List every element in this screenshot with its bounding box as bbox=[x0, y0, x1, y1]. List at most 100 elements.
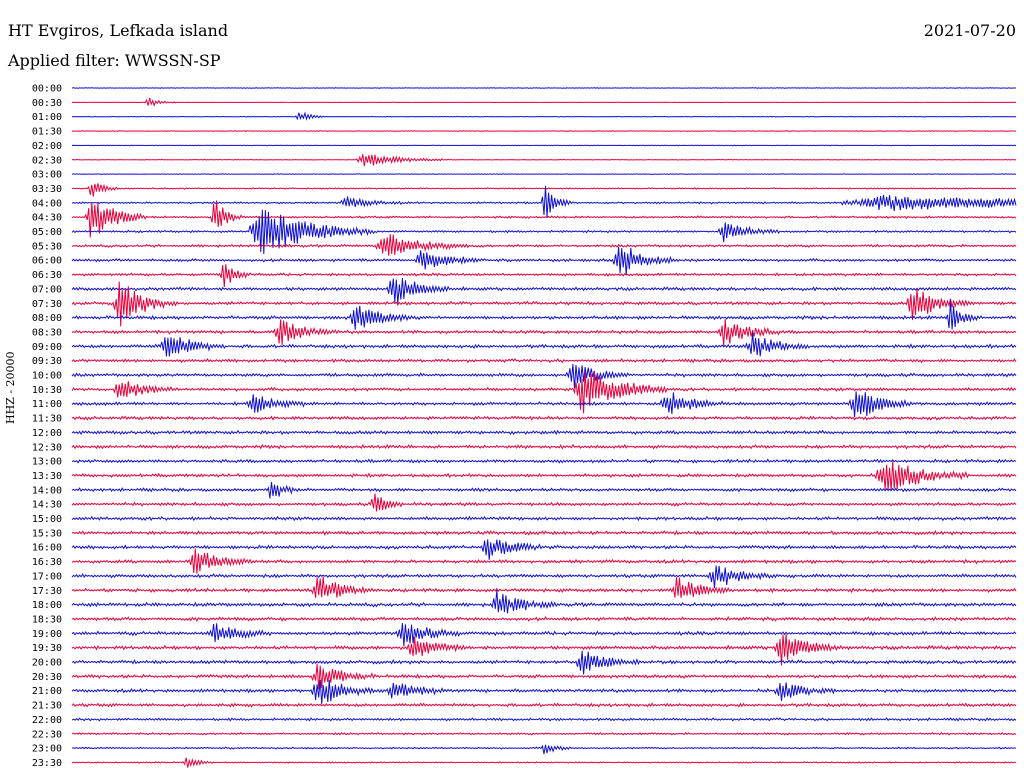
time-tick-label: 09:00 bbox=[32, 342, 62, 353]
trace-lines bbox=[71, 87, 1017, 768]
trace-line bbox=[71, 173, 1017, 176]
trace-line bbox=[71, 622, 1017, 647]
trace-line bbox=[71, 757, 1017, 768]
trace-line bbox=[71, 548, 1017, 574]
time-tick-label: 16:00 bbox=[32, 543, 62, 554]
trace-line bbox=[71, 539, 1017, 560]
trace-line bbox=[71, 589, 1017, 614]
trace-line bbox=[71, 332, 1017, 357]
time-tick-label: 05:30 bbox=[32, 241, 62, 252]
time-tick-label: 13:00 bbox=[32, 457, 62, 468]
trace-line bbox=[71, 458, 1017, 464]
trace-line bbox=[71, 429, 1017, 436]
trace-line bbox=[71, 576, 1017, 598]
trace-line bbox=[71, 650, 1017, 675]
time-tick-label: 05:00 bbox=[32, 227, 62, 238]
trace-line bbox=[71, 111, 1017, 121]
time-tick-label: 14:30 bbox=[32, 500, 62, 511]
station-title: HT Evgiros, Lefkada island bbox=[8, 21, 229, 40]
time-tick-label: 10:00 bbox=[32, 371, 62, 382]
trace-line bbox=[71, 663, 1017, 690]
trace-line bbox=[71, 154, 1017, 167]
trace-line bbox=[71, 97, 1017, 107]
trace-line bbox=[71, 515, 1017, 522]
date-label: 2021-07-20 bbox=[923, 21, 1016, 40]
time-tick-label: 14:00 bbox=[32, 485, 62, 496]
time-tick-label: 06:00 bbox=[32, 256, 62, 267]
time-tick-label: 08:00 bbox=[32, 313, 62, 324]
time-tick-label: 21:30 bbox=[32, 701, 62, 712]
trace-line bbox=[71, 529, 1017, 536]
time-tick-label: 13:30 bbox=[32, 471, 62, 482]
trace-line bbox=[71, 415, 1017, 421]
time-tick-label: 09:30 bbox=[32, 356, 62, 367]
time-tick-label: 20:00 bbox=[32, 658, 62, 669]
trace-line bbox=[71, 744, 1017, 755]
time-tick-label: 22:00 bbox=[32, 715, 62, 726]
trace-line bbox=[71, 481, 1017, 499]
trace-line bbox=[71, 679, 1017, 705]
trace-line bbox=[71, 87, 1017, 89]
trace-line bbox=[71, 183, 1017, 197]
time-tick-label: 12:30 bbox=[32, 442, 62, 453]
trace-line bbox=[71, 144, 1017, 147]
trace-line bbox=[71, 185, 1017, 218]
time-tick-label: 19:30 bbox=[32, 643, 62, 654]
trace-line bbox=[71, 300, 1017, 330]
trace-line bbox=[71, 731, 1017, 736]
trace-line bbox=[71, 702, 1017, 708]
time-tick-label: 01:30 bbox=[32, 127, 62, 138]
trace-line bbox=[71, 633, 1017, 666]
time-tick-label: 15:00 bbox=[32, 514, 62, 525]
trace-line bbox=[71, 130, 1017, 132]
time-tick-label: 15:30 bbox=[32, 528, 62, 539]
time-tick-label: 02:30 bbox=[32, 155, 62, 166]
trace-line bbox=[71, 278, 1017, 304]
time-tick-label: 02:00 bbox=[32, 141, 62, 152]
time-tick-label: 03:00 bbox=[32, 170, 62, 181]
trace-line bbox=[71, 371, 1017, 414]
trace-line bbox=[71, 615, 1017, 622]
trace-line bbox=[71, 209, 1017, 255]
time-tick-label: 00:00 bbox=[32, 84, 62, 95]
time-tick-label: 11:00 bbox=[32, 399, 62, 410]
trace-line bbox=[71, 264, 1017, 288]
trace-line bbox=[71, 443, 1017, 450]
trace-line bbox=[71, 391, 1017, 418]
trace-line bbox=[71, 363, 1017, 389]
time-tick-label: 16:30 bbox=[32, 557, 62, 568]
time-tick-label: 17:30 bbox=[32, 586, 62, 597]
time-tick-label: 06:30 bbox=[32, 270, 62, 281]
trace-line bbox=[71, 461, 1017, 491]
trace-line bbox=[71, 200, 1017, 238]
trace-line bbox=[71, 565, 1017, 589]
time-tick-labels: 00:00 00:30 01:00 01:30 02:00 02:30 03:00 03:30… bbox=[32, 84, 62, 769]
time-tick-label: 08:30 bbox=[32, 327, 62, 338]
time-tick-label: 04:00 bbox=[32, 198, 62, 209]
time-tick-label: 07:30 bbox=[32, 299, 62, 310]
time-tick-label: 18:00 bbox=[32, 600, 62, 611]
time-tick-label: 18:30 bbox=[32, 614, 62, 625]
trace-line bbox=[71, 319, 1017, 346]
trace-line bbox=[71, 246, 1017, 276]
time-tick-label: 23:00 bbox=[32, 744, 62, 755]
time-tick-label: 01:00 bbox=[32, 112, 62, 123]
time-tick-label: 22:30 bbox=[32, 729, 62, 740]
time-tick-label: 19:00 bbox=[32, 629, 62, 640]
trace-line bbox=[71, 357, 1017, 364]
time-tick-label: 07:00 bbox=[32, 284, 62, 295]
time-tick-label: 12:00 bbox=[32, 428, 62, 439]
time-tick-label: 21:00 bbox=[32, 686, 62, 697]
filter-label: Applied filter: WWSSN-SP bbox=[8, 51, 221, 70]
time-tick-label: 11:30 bbox=[32, 414, 62, 425]
trace-line bbox=[71, 717, 1017, 722]
trace-line bbox=[71, 493, 1017, 512]
time-tick-label: 10:30 bbox=[32, 385, 62, 396]
time-tick-label: 04:30 bbox=[32, 213, 62, 224]
trace-line bbox=[71, 281, 1017, 327]
time-tick-label: 20:30 bbox=[32, 672, 62, 683]
time-tick-label: 03:30 bbox=[32, 184, 62, 195]
trace-line bbox=[71, 234, 1017, 256]
time-tick-label: 23:30 bbox=[32, 758, 62, 769]
